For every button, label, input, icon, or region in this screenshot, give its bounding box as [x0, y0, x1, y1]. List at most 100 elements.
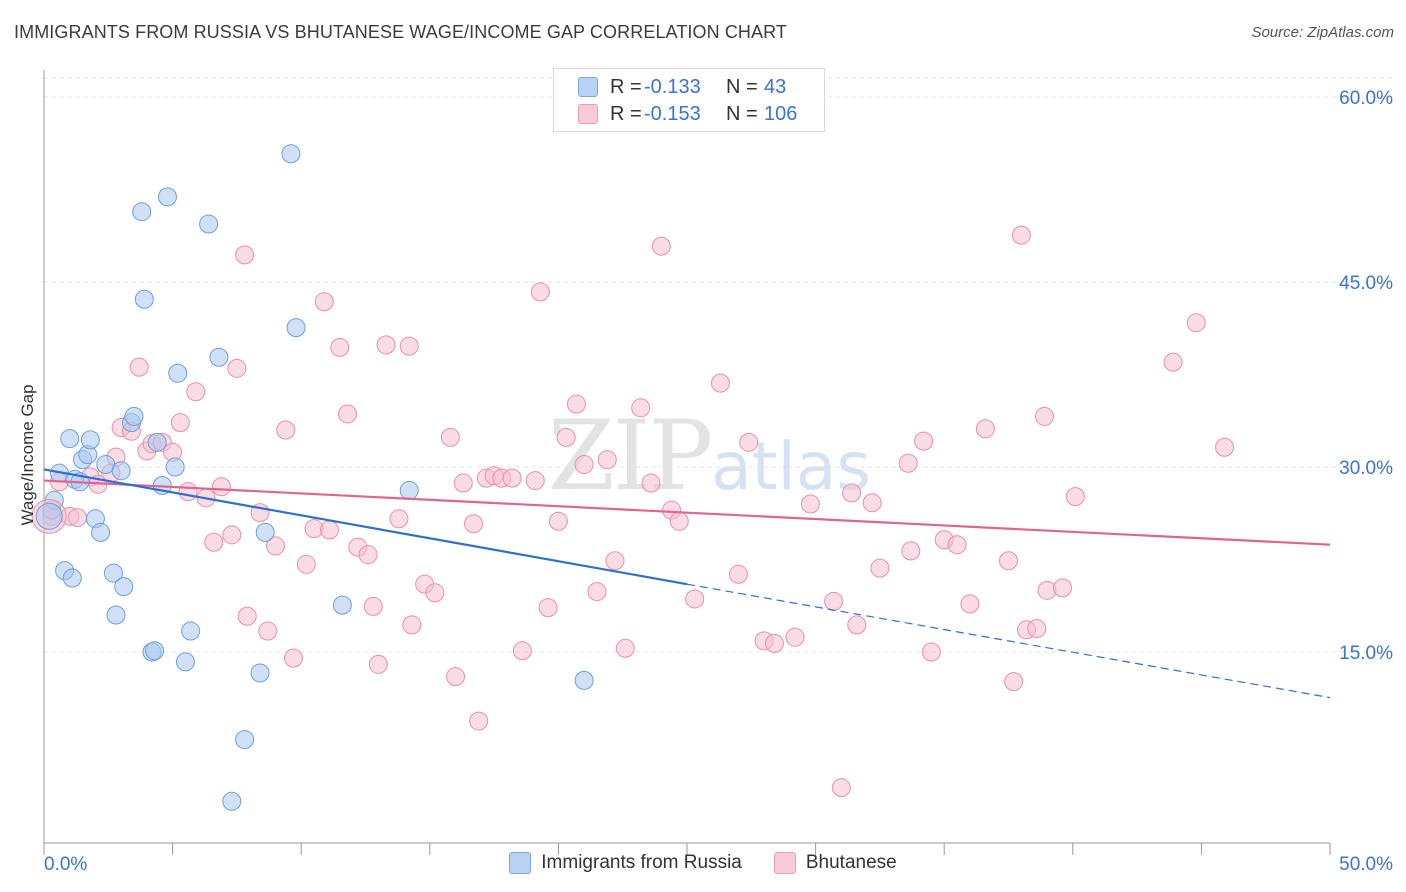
russia-point — [147, 432, 167, 452]
russia-n-value: 43 — [764, 75, 787, 98]
bottom-legend-bhutanese[interactable]: Bhutanese — [773, 852, 897, 874]
bhutanese-point — [1027, 619, 1047, 639]
bhutanese-point — [615, 638, 635, 658]
russia-point — [209, 347, 229, 367]
bhutanese-point — [651, 236, 671, 256]
bhutanese-point — [1163, 352, 1183, 372]
bhutanese-trend-line — [43, 479, 1331, 546]
russia-point — [181, 621, 201, 641]
bhutanese-point — [314, 292, 334, 312]
bhutanese-point — [862, 493, 882, 513]
bhutanese-point — [631, 398, 651, 418]
bhutanese-point — [669, 511, 689, 531]
bhutanese-n-label: N = — [726, 102, 758, 125]
bhutanese-point — [453, 473, 473, 493]
russia-r-label: R = — [610, 75, 642, 98]
russia-point — [255, 522, 275, 542]
russia-point — [134, 289, 154, 309]
bhutanese-point — [258, 621, 278, 641]
bhutanese-point — [960, 594, 980, 614]
bhutanese-point — [67, 508, 87, 528]
russia-point — [91, 522, 111, 542]
russia-point — [111, 461, 131, 481]
bhutanese-point — [440, 427, 460, 447]
watermark-zip: ZIP — [548, 400, 713, 512]
bhutanese-point — [368, 654, 388, 674]
russia-point — [145, 641, 165, 661]
legend-row-bhutanese: R = -0.153 N = 106 — [578, 101, 797, 127]
bhutanese-point — [739, 432, 759, 452]
bhutanese-r-label: R = — [610, 102, 642, 125]
bhutanese-point — [186, 382, 206, 402]
bhutanese-point — [831, 778, 851, 798]
bhutanese-point — [178, 482, 198, 502]
bhutanese-point — [847, 615, 867, 635]
russia-point — [62, 568, 82, 588]
russia-point — [106, 605, 126, 625]
bhutanese-point — [641, 473, 661, 493]
bhutanese-point — [870, 558, 890, 578]
bhutanese-point — [901, 541, 921, 561]
bhutanese-point — [389, 509, 409, 529]
russia-trend-line — [43, 468, 688, 586]
bhutanese-point — [566, 394, 586, 414]
russia-point — [103, 563, 123, 583]
bhutanese-point — [728, 564, 748, 584]
bhutanese-point — [1215, 437, 1235, 457]
russia-trend-line-extension — [686, 583, 1331, 699]
bhutanese-point — [211, 477, 231, 497]
y-tick-label: 15.0% — [1339, 643, 1393, 664]
bhutanese-point — [898, 453, 918, 473]
bhutanese-point — [464, 514, 484, 534]
russia-point — [60, 429, 80, 449]
bhutanese-point — [399, 336, 419, 356]
bottom-legend-russia[interactable]: Immigrants from Russia — [509, 852, 742, 874]
chart-title: IMMIGRANTS FROM RUSSIA VS BHUTANESE WAGE… — [14, 22, 787, 42]
russia-point — [199, 214, 219, 234]
russia-point-cluster — [35, 502, 63, 530]
bhutanese-point — [363, 596, 383, 616]
bhutanese-point — [710, 373, 730, 393]
x-tick-label: 50.0% — [1339, 854, 1393, 875]
bhutanese-point — [842, 483, 862, 503]
bhutanese-point — [824, 591, 844, 611]
russia-legend-label: Immigrants from Russia — [541, 852, 742, 873]
y-tick-label: 60.0% — [1339, 88, 1393, 109]
bhutanese-point-cluster — [31, 498, 67, 534]
bhutanese-point — [512, 641, 532, 661]
bhutanese-point — [129, 357, 149, 377]
bhutanese-point — [170, 413, 190, 433]
bhutanese-point — [319, 520, 339, 540]
bhutanese-point — [574, 455, 594, 475]
bhutanese-point — [605, 551, 625, 571]
russia-point — [332, 595, 352, 615]
bhutanese-point — [276, 420, 296, 440]
bhutanese-point — [914, 431, 934, 451]
russia-point — [168, 363, 188, 383]
bhutanese-point — [975, 419, 995, 439]
x-tick-label: 0.0% — [44, 854, 87, 875]
russia-point — [286, 318, 306, 338]
bhutanese-point — [999, 551, 1018, 571]
russia-n-label: N = — [726, 75, 758, 98]
bhutanese-point — [538, 598, 558, 618]
bhutanese-point — [235, 245, 255, 265]
bhutanese-point — [283, 648, 303, 668]
bhutanese-point — [502, 468, 522, 488]
bhutanese-r-value: -0.153 — [644, 102, 701, 125]
bhutanese-point — [469, 711, 489, 731]
bhutanese-point — [800, 494, 820, 514]
bhutanese-point — [921, 642, 941, 662]
bhutanese-point — [222, 525, 242, 545]
y-axis-label: Wage/Income Gap — [18, 384, 37, 526]
bottom-legend: Immigrants from Russia Bhutanese — [0, 852, 1406, 874]
bhutanese-point — [227, 358, 247, 378]
bhutanese-point — [548, 511, 568, 531]
russia-point — [124, 406, 144, 426]
bhutanese-point — [947, 535, 967, 555]
bhutanese-n-value: 106 — [764, 102, 798, 125]
russia-point — [250, 663, 270, 683]
bhutanese-point — [376, 335, 396, 355]
russia-point — [235, 730, 255, 750]
bhutanese-point — [237, 606, 257, 626]
